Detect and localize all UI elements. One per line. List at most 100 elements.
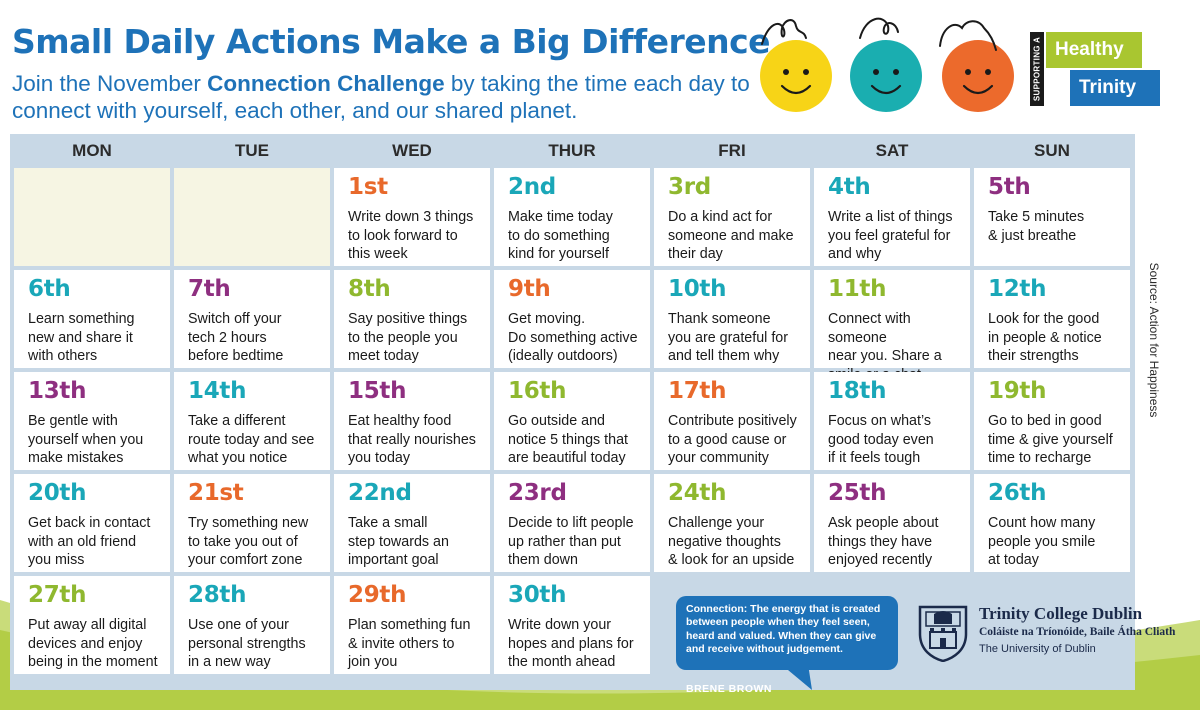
day-action-text: Take a different route today and see wha…: [188, 413, 315, 466]
day-action-text: Try something new to take you out of you…: [188, 515, 309, 568]
day-cell-16th: 16th Go outside and notice 5 things that …: [494, 372, 650, 470]
quote-bubble-tail: [778, 664, 812, 690]
day-header-tue: TUE: [235, 141, 269, 160]
day-cell-17th: 17th Contribute positively to a good caus…: [654, 372, 810, 470]
day-action-text: Be gentle with yourself when you make mi…: [28, 413, 144, 466]
day-number: 29th: [348, 582, 407, 608]
day-cell-18th: 18th Focus on what’s good today even if i…: [814, 372, 970, 470]
day-number: 19th: [988, 378, 1047, 404]
healthy-trinity-badge: SUPPORTING A Healthy Trinity: [1030, 32, 1160, 106]
day-number: 10th: [668, 276, 727, 302]
day-action-text: Get back in contact with an old friend y…: [28, 515, 151, 568]
day-number: 2nd: [508, 174, 556, 200]
day-header-thur: THUR: [548, 141, 596, 160]
day-number: 24th: [668, 480, 727, 506]
day-number: 27th: [28, 582, 87, 608]
day-action-text: Make time today to do something kind for…: [508, 209, 613, 262]
day-action-text: Challenge your negative thoughts & look …: [668, 515, 795, 568]
day-cell-13th: 13th Be gentle with yourself when you mak…: [14, 372, 170, 470]
day-action-text: Go outside and notice 5 things that are …: [508, 413, 629, 466]
day-cell-8th: 8th Say positive things to the people you…: [334, 270, 490, 368]
day-number: 1st: [348, 174, 388, 200]
day-action-text: Learn something new and share it with ot…: [28, 311, 135, 364]
day-number: 4th: [828, 174, 871, 200]
day-number: 6th: [28, 276, 71, 302]
badge-healthy: Healthy: [1046, 32, 1142, 68]
day-number: 28th: [188, 582, 247, 608]
day-cell-26th: 26th Count how many people you smile at t…: [974, 474, 1130, 572]
day-action-text: Focus on what’s good today even if it fe…: [828, 413, 934, 466]
day-number: 9th: [508, 276, 551, 302]
day-action-text: Thank someone you are grateful for and t…: [668, 311, 789, 364]
day-cell-2nd: 2nd Make time today to do something kind …: [494, 168, 650, 266]
day-cell-24th: 24th Challenge your negative thoughts & l…: [654, 474, 810, 572]
badge-side-text: SUPPORTING A: [1032, 36, 1042, 102]
day-header-mon: MON: [72, 141, 112, 160]
day-number: 18th: [828, 378, 887, 404]
day-action-text: Take a small step towards an important g…: [348, 515, 449, 568]
day-cell-19th: 19th Go to bed in good time & give yourse…: [974, 372, 1130, 470]
tcd-name: Trinity College Dublin: [979, 604, 1143, 623]
day-cell-4th: 4th Write a list of things you feel grate…: [814, 168, 970, 266]
day-number: 22nd: [348, 480, 412, 506]
day-header-fri: FRI: [718, 141, 746, 160]
day-number: 13th: [28, 378, 87, 404]
day-number: 20th: [28, 480, 87, 506]
day-action-text: Decide to lift people up rather than put…: [508, 515, 634, 568]
day-number: 25th: [828, 480, 887, 506]
day-action-text: Contribute positively to a good cause or…: [668, 413, 797, 466]
day-number: 23rd: [508, 480, 567, 506]
day-header-wed: WED: [392, 141, 432, 160]
day-number: 5th: [988, 174, 1031, 200]
day-action-text: Put away all digital devices and enjoy b…: [28, 617, 158, 670]
yellow-face-icon: [760, 19, 832, 112]
day-number: 15th: [348, 378, 407, 404]
day-number: 17th: [668, 378, 727, 404]
quote-author: BRENE BROWN: [686, 683, 772, 695]
page-subtitle: Join the November Connection Challenge b…: [12, 71, 750, 123]
day-action-text: Plan something fun & invite others to jo…: [348, 617, 471, 670]
day-number: 21st: [188, 480, 244, 506]
day-action-text: Switch off your tech 2 hours before bedt…: [188, 311, 284, 364]
quote-text: Connection: The energy that is created b…: [686, 603, 881, 656]
day-action-text: Look for the good in people & notice the…: [988, 311, 1102, 364]
day-number: 16th: [508, 378, 567, 404]
day-cell-25th: 25th Ask people about things they have en…: [814, 474, 970, 572]
day-action-text: Write down your hopes and plans for the …: [508, 617, 634, 670]
day-action-text: Go to bed in good time & give yourself t…: [988, 413, 1113, 466]
day-cell-23rd: 23rd Decide to lift people up rather than…: [494, 474, 650, 572]
day-cell-15th: 15th Eat healthy food that really nourish…: [334, 372, 490, 470]
day-action-text: Ask people about things they have enjoye…: [828, 515, 939, 568]
day-action-text: Do a kind act for someone and make their…: [668, 209, 794, 262]
tcd-university: The University of Dublin: [979, 643, 1096, 655]
orange-face-icon: [939, 20, 1014, 112]
november-calendar: MON TUE WED THUR FRI SAT SUN 1st Write down 3 th…: [10, 134, 1135, 690]
day-number: 12th: [988, 276, 1047, 302]
day-action-text: Say positive things to the people you me…: [348, 311, 468, 364]
day-action-text: Get moving. Do something active (ideally…: [508, 311, 638, 364]
day-number: 14th: [188, 378, 247, 404]
day-cell-12th: 12th Look for the good in people & notice…: [974, 270, 1130, 368]
day-cell-6th: 6th Learn something new and share it with…: [14, 270, 170, 368]
teal-face-icon: [850, 17, 922, 112]
day-action-text: Write down 3 things to look forward to t…: [348, 209, 474, 262]
day-action-text: Eat healthy food that really nourishes y…: [348, 413, 476, 466]
day-action-text: Take 5 minutes & just breathe: [988, 209, 1085, 244]
day-number: 11th: [828, 276, 887, 302]
day-number: 3rd: [668, 174, 711, 200]
trinity-crest-icon: [918, 605, 968, 662]
day-cell-11th: 11th Connect with someone near you. Share…: [814, 270, 970, 383]
day-cell-22nd: 22nd Take a small step towards an importa…: [334, 474, 490, 572]
empty-day-cell: [14, 168, 170, 266]
day-cell-20th: 20th Get back in contact with an old frie…: [14, 474, 170, 572]
day-cell-29th: 29th Plan something fun & invite others t…: [334, 576, 490, 674]
day-cell-5th: 5th Take 5 minutes & just breathe: [974, 168, 1130, 266]
day-cell-27th: 27th Put away all digital devices and enj…: [14, 576, 170, 674]
page-title: Small Daily Actions Make a Big Differenc…: [12, 22, 771, 61]
tcd-irish-name: Coláiste na Tríonóide, Baile Átha Cliath: [979, 626, 1176, 638]
smiley-faces-illustration: [750, 17, 1020, 122]
day-cell-30th: 30th Write down your hopes and plans for …: [494, 576, 650, 674]
quote-bubble: Connection: The energy that is created b…: [676, 596, 898, 670]
day-cell-7th: 7th Switch off your tech 2 hours before b…: [174, 270, 330, 368]
badge-trinity: Trinity: [1070, 70, 1160, 106]
